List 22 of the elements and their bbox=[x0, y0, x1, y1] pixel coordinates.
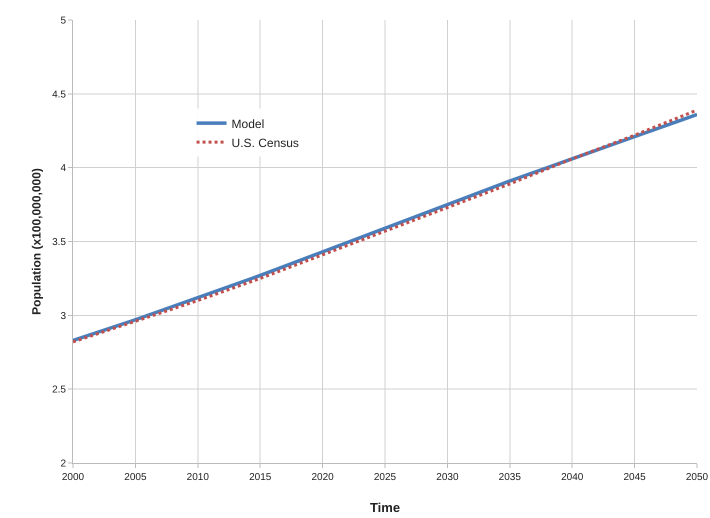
x-tick-label: 2020 bbox=[311, 472, 334, 483]
y-tick-label: 4.5 bbox=[52, 89, 66, 100]
x-tick-label: 2010 bbox=[186, 472, 210, 483]
y-axis-title: Population (x100,000,000) bbox=[29, 168, 44, 315]
y-tick-label: 4 bbox=[60, 163, 66, 174]
legend-label: Model bbox=[232, 116, 264, 131]
x-tick-label: 2045 bbox=[623, 472, 646, 483]
x-tick-label: 2015 bbox=[249, 472, 272, 483]
x-tick-label: 2000 bbox=[62, 472, 85, 483]
x-axis-title: Time bbox=[370, 500, 400, 515]
y-tick-label: 3.5 bbox=[52, 237, 66, 248]
y-tick-label: 5 bbox=[60, 16, 66, 26]
x-tick-label: 2030 bbox=[436, 472, 459, 483]
x-tick-label: 2035 bbox=[498, 472, 522, 483]
x-tick-label: 2005 bbox=[124, 472, 147, 483]
x-tick-label: 2050 bbox=[686, 472, 709, 483]
x-tick-label: 2040 bbox=[561, 472, 584, 483]
legend-label: U.S. Census bbox=[232, 136, 299, 150]
y-tick-label: 2 bbox=[60, 458, 66, 470]
x-tick-label: 2025 bbox=[374, 472, 397, 483]
y-tick-label: 2.5 bbox=[52, 384, 66, 396]
y-tick-label: 3 bbox=[60, 310, 66, 322]
